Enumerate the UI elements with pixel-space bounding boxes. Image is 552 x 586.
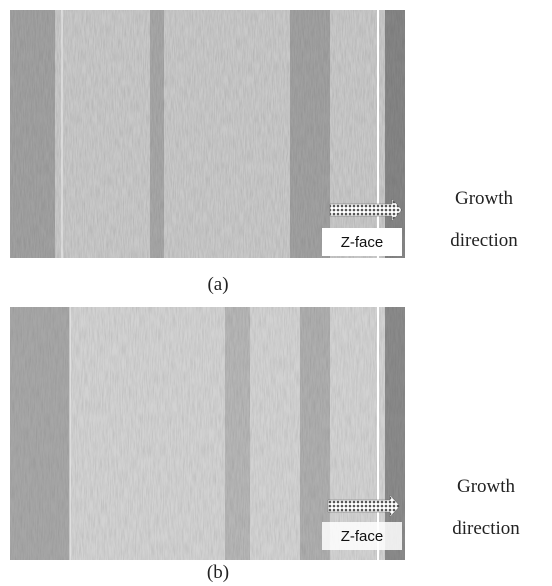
annotation: direction	[452, 518, 520, 539]
micrograph-a: Z-face	[10, 10, 405, 258]
annotation: Growth	[455, 188, 514, 209]
annotation: direction	[450, 230, 518, 251]
panel-label: (a)	[207, 274, 228, 295]
face-label: Z-face	[341, 234, 384, 251]
figure: Z-face (a) Growth direction Z-face (b) G…	[0, 0, 552, 586]
panel-label: (b)	[207, 562, 229, 583]
micrograph-b: Z-face	[10, 307, 405, 560]
annotation: Growth	[457, 476, 516, 497]
face-label: Z-face	[341, 528, 384, 545]
